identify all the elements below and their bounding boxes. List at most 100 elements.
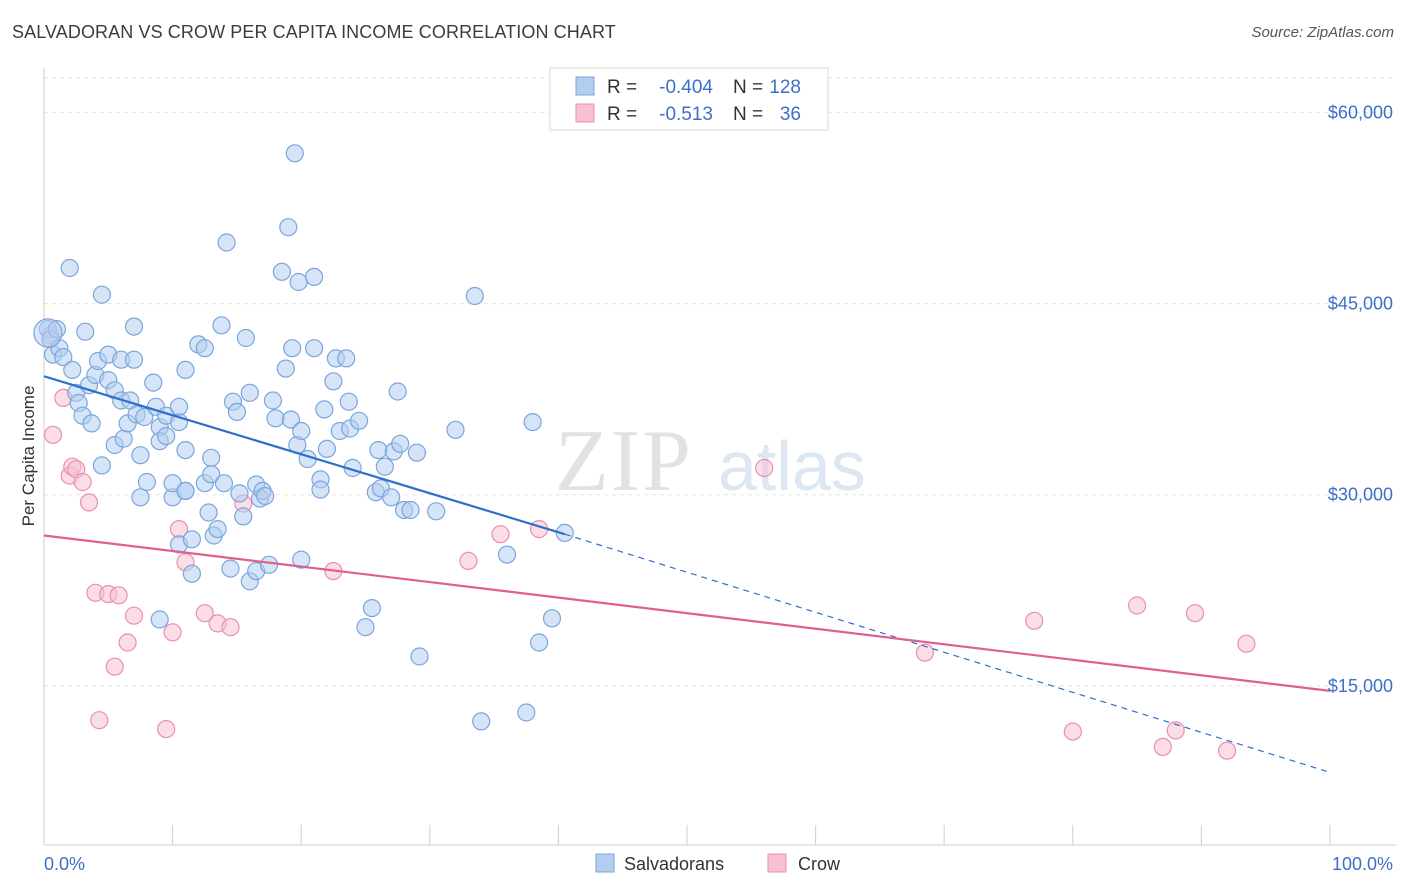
salvadorans-point-115: [401, 500, 420, 520]
salvadorans-point-87: [292, 421, 311, 441]
y-tick-label-45000: $45,000: [1328, 294, 1393, 314]
salvadorans-point-95: [317, 439, 336, 458]
crow-point-19: [195, 604, 214, 623]
salvadorans-point-55: [199, 503, 218, 522]
salvadorans-point-6: [60, 258, 79, 278]
crow-point-11: [105, 657, 124, 676]
salvadorans-point-80: [276, 359, 295, 378]
crow-point-29: [1025, 611, 1044, 630]
crow-point-28: [915, 643, 935, 662]
crow-point-12: [109, 586, 128, 605]
legend-r-label-1: R =: [607, 77, 637, 98]
source-note: Source: ZipAtlas.com: [1251, 24, 1394, 41]
salvadorans-point-103: [350, 411, 369, 430]
trend-line-crow: [43, 534, 1331, 692]
salvadorans-point-81: [279, 218, 298, 237]
salvadorans-point-37: [150, 610, 169, 629]
salvadorans-point-48: [176, 481, 195, 500]
salvadorans-point-30: [131, 488, 150, 507]
crow-point-16: [163, 623, 182, 642]
legend-swatch-crow: [575, 103, 595, 123]
trend-line-salvadorans-extension: [564, 533, 1331, 773]
salvadorans-point-123: [517, 703, 536, 722]
watermark-zip: ZIP: [555, 413, 693, 510]
salvadorans-point-94: [315, 400, 334, 419]
crow-point-24: [459, 551, 478, 571]
crow-point-25: [491, 525, 510, 544]
bottom-legend-swatch-salvadorans: [595, 853, 615, 873]
trend-lines: [43, 375, 1331, 773]
legend-box-frame: [549, 67, 829, 131]
legend-n-label-1: N =: [733, 77, 763, 98]
salvadorans-point-124: [523, 413, 542, 432]
y-tick-label-15000: $15,000: [1328, 676, 1393, 696]
crow-point-33: [1166, 721, 1185, 740]
x-ticks: [43, 825, 1331, 845]
bottom-legend-swatch-crow: [767, 853, 787, 873]
salvadorans-point-5: [54, 348, 73, 367]
bottom-legend-label-crow: Crow: [798, 854, 841, 874]
crow-point-15: [157, 719, 176, 739]
salvadorans-point-118: [427, 502, 446, 521]
salvadorans-point-53: [195, 339, 214, 358]
crow-point-21: [221, 618, 240, 637]
salvadorans-point-17: [92, 456, 112, 475]
salvadorans-point-11: [76, 322, 95, 341]
x-tick-label-max: 100.0%: [1332, 854, 1393, 874]
crow-point-1: [43, 425, 63, 444]
crow-point-32: [1153, 737, 1172, 757]
salvadorans-point-75: [256, 486, 275, 506]
bottom-legend: Salvadorans Crow: [595, 853, 841, 874]
salvadorans-point-62: [217, 233, 236, 252]
crow-point-7: [79, 493, 99, 512]
crow-point-27: [755, 458, 774, 478]
series-salvadorans: [33, 144, 574, 731]
salvadorans-point-84: [285, 144, 304, 163]
salvadorans-point-60: [212, 316, 231, 335]
salvadorans-point-33: [137, 472, 156, 492]
crow-point-14: [124, 606, 144, 625]
salvadorans-point-66: [230, 484, 249, 503]
salvadorans-point-57: [202, 465, 221, 484]
y-axis-label: Per Capita Income: [19, 386, 38, 527]
salvadorans-point-127: [555, 523, 574, 543]
salvadorans-point-110: [382, 488, 401, 507]
salvadorans-point-79: [272, 262, 291, 281]
salvadorans-point-28: [124, 317, 144, 336]
legend-n-value-2: 36: [780, 104, 801, 125]
watermark: ZIP atlas: [555, 413, 866, 510]
salvadorans-point-105: [362, 598, 381, 618]
salvadorans-point-16: [92, 285, 112, 304]
salvadorans-point-31: [131, 446, 150, 465]
y-tick-label-60000: $60,000: [1328, 103, 1393, 123]
crow-point-31: [1127, 596, 1147, 615]
salvadorans-point-24: [114, 429, 133, 448]
salvadorans-point-51: [182, 564, 201, 583]
chart-title: SALVADORAN VS CROW PER CAPITA INCOME COR…: [12, 22, 616, 42]
salvadorans-point-107: [369, 441, 388, 460]
bottom-legend-label-salvadorans: Salvadorans: [624, 854, 724, 874]
salvadorans-point-109: [375, 457, 394, 476]
salvadorans-point-113: [391, 434, 410, 453]
salvadorans-point-67: [234, 507, 253, 526]
salvadorans-point-126: [542, 609, 562, 628]
salvadorans-point-120: [465, 286, 484, 306]
salvadorans-point-96: [324, 372, 343, 391]
salvadorans-point-68: [236, 328, 255, 348]
salvadorans-point-76: [259, 555, 279, 574]
salvadorans-point-117: [410, 647, 429, 666]
salvadorans-point-56: [202, 448, 221, 467]
salvadorans-point-32: [135, 407, 154, 427]
salvadorans-point-cluster: [33, 318, 63, 348]
crow-point-9: [90, 711, 109, 730]
legend-n-label-2: N =: [733, 104, 763, 125]
crow-point-30: [1063, 722, 1082, 741]
salvadorans-point-122: [497, 545, 517, 564]
salvadorans-point-77: [263, 391, 282, 410]
y-tick-label-30000: $30,000: [1328, 485, 1393, 505]
salvadorans-point-45: [169, 397, 189, 416]
salvadorans-point-34: [144, 373, 163, 392]
y-tick-labels: $15,000 $30,000 $45,000 $60,000: [1328, 103, 1393, 696]
trend-line-salvadorans: [43, 375, 566, 536]
